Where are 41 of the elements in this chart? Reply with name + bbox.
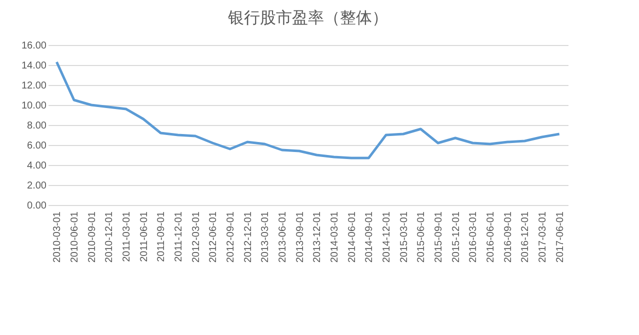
x-tick-label: 2013-12-01 — [312, 211, 324, 263]
x-tick-label: 2017-06-01 — [554, 211, 566, 263]
y-tick-label: 8.00 — [27, 120, 47, 132]
x-tick-label: 2016-09-01 — [502, 211, 514, 263]
x-tick-label: 2013-03-01 — [260, 211, 272, 263]
x-tick-label: 2015-09-01 — [434, 211, 444, 263]
x-tick-label: 2014-03-01 — [330, 211, 340, 263]
x-tick-label: 2010-06-01 — [70, 211, 80, 263]
x-tick-label: 2016-03-01 — [468, 211, 480, 263]
y-tick-label: 2.00 — [27, 180, 47, 192]
x-tick-label: 2010-03-01 — [52, 211, 64, 263]
y-tick-label: 16.00 — [21, 40, 47, 52]
x-tick-label: 2014-06-01 — [346, 211, 358, 263]
x-tick-label: 2015-06-01 — [416, 211, 428, 263]
y-tick-label: 0.00 — [27, 200, 47, 212]
x-tick-label: 2012-09-01 — [226, 211, 236, 263]
y-tick-label: 10.00 — [21, 100, 47, 112]
x-tick-label: 2010-09-01 — [86, 211, 98, 263]
line-series — [55, 60, 561, 160]
y-tick-label: 6.00 — [27, 140, 47, 152]
chart-title: 银行股市盈率（整体） — [227, 9, 388, 27]
y-tick-label: 4.00 — [27, 160, 47, 172]
x-tick-label: 2016-06-01 — [486, 211, 496, 263]
x-tick-label: 2015-03-01 — [398, 211, 410, 263]
x-tick-label: 2016-12-01 — [520, 211, 532, 263]
x-tick-label: 2011-03-01 — [122, 211, 132, 262]
x-tick-label: 2013-09-01 — [294, 211, 306, 263]
x-tick-label: 2012-03-01 — [190, 211, 202, 263]
x-tick-label: 2012-06-01 — [208, 211, 220, 263]
x-tick-label: 2014-09-01 — [364, 211, 376, 263]
x-tick-label: 2011-06-01 — [138, 211, 150, 262]
x-tick-label: 2017-03-01 — [538, 211, 548, 263]
y-tick-label: 14.00 — [21, 60, 47, 72]
x-tick-label: 2010-12-01 — [104, 211, 116, 263]
x-tick-label: 2013-06-01 — [278, 211, 288, 263]
x-tick-label: 2015-12-01 — [450, 211, 462, 263]
x-tick-label: 2014-12-01 — [382, 211, 392, 263]
x-tick-label: 2011-12-01 — [174, 211, 184, 262]
y-tick-label: 12.00 — [21, 80, 47, 92]
x-tick-label: 2011-09-01 — [156, 211, 168, 262]
x-tick-label: 2012-12-01 — [242, 211, 254, 263]
